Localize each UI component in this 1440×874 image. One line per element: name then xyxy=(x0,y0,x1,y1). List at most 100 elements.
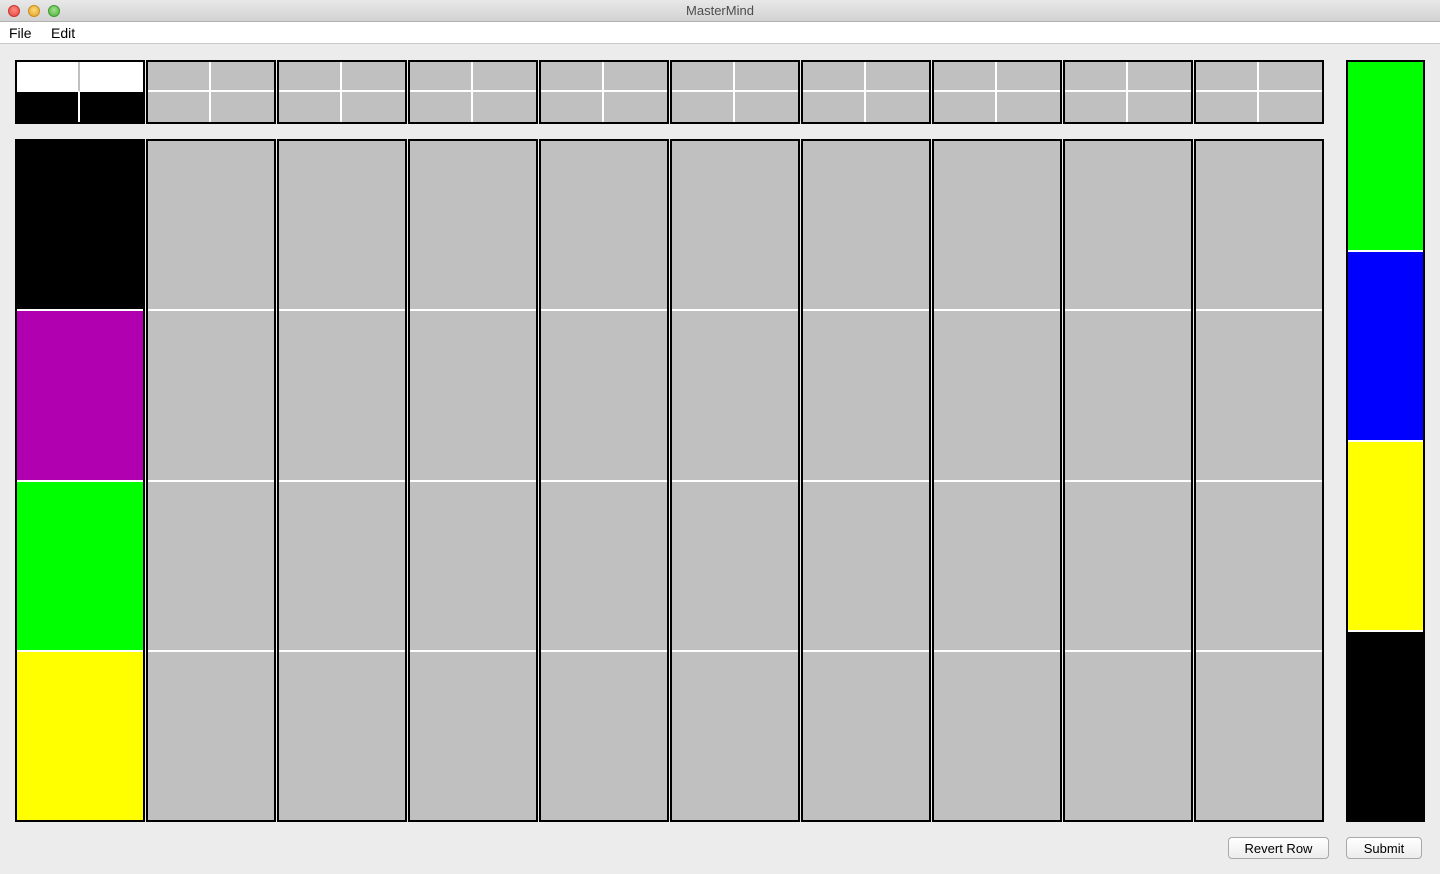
guess-peg[interactable] xyxy=(934,141,1060,310)
guess-peg[interactable] xyxy=(279,309,405,480)
feedback-peg xyxy=(279,62,342,92)
feedback-peg xyxy=(279,92,342,122)
guess-peg[interactable] xyxy=(279,479,405,650)
guess-column xyxy=(277,139,407,822)
menu-file[interactable]: File xyxy=(9,25,32,41)
feedback-peg xyxy=(1259,92,1322,122)
feedback-cell xyxy=(539,60,669,124)
guess-peg[interactable] xyxy=(541,649,667,820)
guess-peg[interactable] xyxy=(279,141,405,310)
palette-swatch-blue[interactable] xyxy=(1348,250,1423,440)
feedback-peg xyxy=(541,92,604,122)
feedback-peg xyxy=(803,62,866,92)
feedback-cell xyxy=(1063,60,1193,124)
guess-peg[interactable] xyxy=(1196,141,1322,310)
palette-swatch-black[interactable] xyxy=(1348,630,1423,820)
feedback-cell xyxy=(932,60,1062,124)
guess-peg[interactable] xyxy=(1065,309,1191,480)
guess-peg[interactable] xyxy=(672,309,798,480)
feedback-peg xyxy=(80,62,143,92)
guess-peg[interactable] xyxy=(541,141,667,310)
guess-peg[interactable] xyxy=(803,141,929,310)
revert-row-button[interactable]: Revert Row xyxy=(1228,837,1329,859)
guess-column xyxy=(670,139,800,822)
guess-peg[interactable] xyxy=(148,649,274,820)
feedback-cell xyxy=(15,60,145,124)
guess-peg[interactable] xyxy=(410,309,536,480)
guess-peg[interactable] xyxy=(17,309,143,480)
feedback-peg xyxy=(997,62,1060,92)
feedback-peg xyxy=(410,92,473,122)
guess-peg[interactable] xyxy=(410,141,536,310)
guess-peg[interactable] xyxy=(934,309,1060,480)
guess-column xyxy=(15,139,145,822)
guess-peg[interactable] xyxy=(17,649,143,820)
color-palette xyxy=(1346,60,1425,822)
guess-peg[interactable] xyxy=(1196,309,1322,480)
feedback-peg xyxy=(866,62,929,92)
guess-peg[interactable] xyxy=(803,479,929,650)
close-window-icon[interactable] xyxy=(8,5,20,17)
feedback-peg xyxy=(1065,92,1128,122)
zoom-window-icon[interactable] xyxy=(48,5,60,17)
guess-column xyxy=(1063,139,1193,822)
feedback-peg xyxy=(148,92,211,122)
guess-peg[interactable] xyxy=(672,649,798,820)
guess-column xyxy=(146,139,276,822)
window-title: MasterMind xyxy=(686,3,754,18)
guess-peg[interactable] xyxy=(803,649,929,820)
guess-peg[interactable] xyxy=(410,479,536,650)
feedback-peg xyxy=(803,92,866,122)
minimize-window-icon[interactable] xyxy=(28,5,40,17)
guess-column xyxy=(539,139,669,822)
guess-peg[interactable] xyxy=(934,649,1060,820)
guess-column xyxy=(801,139,931,822)
guess-column xyxy=(932,139,1062,822)
feedback-cell xyxy=(408,60,538,124)
guess-peg[interactable] xyxy=(672,479,798,650)
guess-peg[interactable] xyxy=(541,309,667,480)
guess-peg[interactable] xyxy=(541,479,667,650)
feedback-peg xyxy=(80,92,143,122)
feedback-peg xyxy=(1259,62,1322,92)
feedback-peg xyxy=(1128,62,1191,92)
submit-button[interactable]: Submit xyxy=(1346,837,1422,859)
feedback-cell xyxy=(670,60,800,124)
feedback-peg xyxy=(866,92,929,122)
feedback-peg xyxy=(934,92,997,122)
feedback-peg xyxy=(672,62,735,92)
guess-peg[interactable] xyxy=(672,141,798,310)
feedback-cell xyxy=(277,60,407,124)
guess-peg[interactable] xyxy=(17,141,143,310)
guess-peg[interactable] xyxy=(148,309,274,480)
feedback-peg xyxy=(735,92,798,122)
feedback-peg xyxy=(672,92,735,122)
feedback-peg xyxy=(342,92,405,122)
guess-peg[interactable] xyxy=(148,479,274,650)
feedback-peg xyxy=(342,62,405,92)
palette-swatch-green[interactable] xyxy=(1348,62,1423,250)
feedback-peg xyxy=(473,92,536,122)
feedback-peg xyxy=(997,92,1060,122)
guess-peg[interactable] xyxy=(148,141,274,310)
guess-peg[interactable] xyxy=(1196,649,1322,820)
feedback-peg xyxy=(410,62,473,92)
guess-peg[interactable] xyxy=(934,479,1060,650)
feedback-peg xyxy=(604,62,667,92)
guess-peg[interactable] xyxy=(410,649,536,820)
menu-edit[interactable]: Edit xyxy=(51,25,76,41)
feedback-peg xyxy=(735,62,798,92)
guess-peg[interactable] xyxy=(803,309,929,480)
guess-peg[interactable] xyxy=(17,479,143,650)
palette-swatch-yellow[interactable] xyxy=(1348,440,1423,630)
feedback-peg xyxy=(1065,62,1128,92)
feedback-peg xyxy=(1196,92,1259,122)
guess-peg[interactable] xyxy=(1196,479,1322,650)
guess-peg[interactable] xyxy=(1065,141,1191,310)
guess-peg[interactable] xyxy=(279,649,405,820)
guess-peg[interactable] xyxy=(1065,649,1191,820)
guess-peg[interactable] xyxy=(1065,479,1191,650)
feedback-peg xyxy=(541,62,604,92)
feedback-peg xyxy=(17,92,80,122)
feedback-peg xyxy=(148,62,211,92)
